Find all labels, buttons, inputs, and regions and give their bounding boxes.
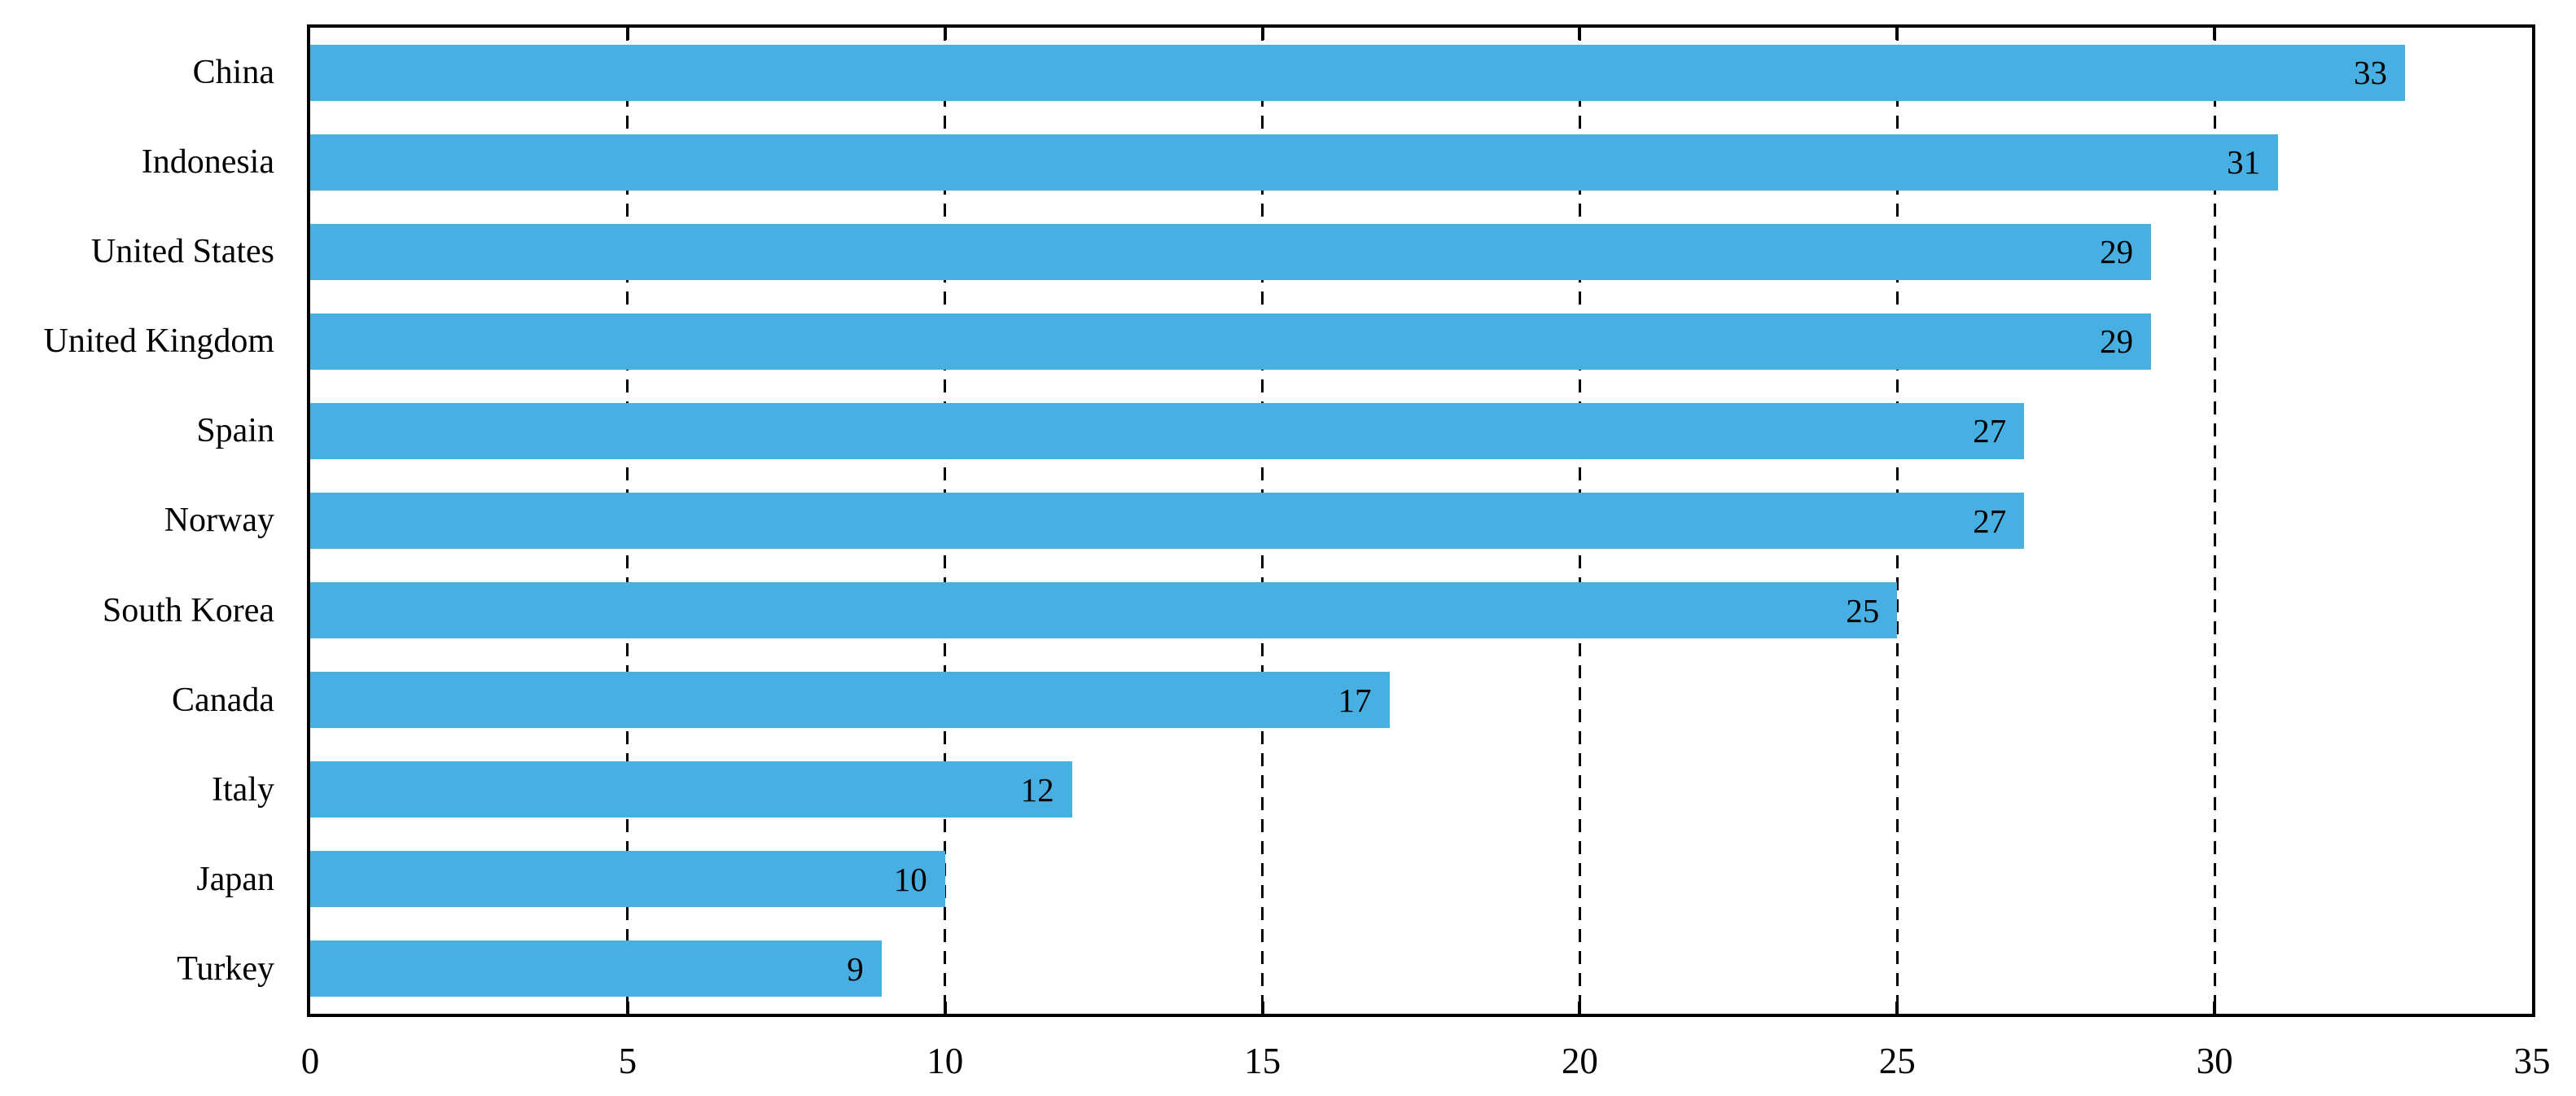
category-label-italy: Italy — [212, 770, 274, 809]
x-tick-mark-top-25 — [1895, 28, 1899, 40]
x-tick-mark-top-5 — [625, 28, 629, 40]
x-tick-label-35: 35 — [2513, 1041, 2551, 1081]
bar-south-korea: 25 — [310, 582, 1898, 639]
gridline-x30 — [2213, 28, 2216, 1014]
x-tick-label-20: 20 — [1561, 1041, 1598, 1081]
x-tick-mark-top-15 — [1260, 28, 1264, 40]
x-tick-mark-bottom-10 — [943, 1002, 947, 1014]
value-label: 27 — [1973, 502, 2007, 540]
x-tick-mark-bottom-30 — [2213, 1002, 2217, 1014]
category-label-canada: Canada — [172, 681, 274, 719]
category-label-norway: Norway — [164, 502, 274, 540]
bar-canada: 17 — [310, 672, 1390, 729]
bar-italy: 12 — [310, 761, 1072, 818]
x-tick-mark-bottom-5 — [625, 1002, 629, 1014]
bar-united-states: 29 — [310, 223, 2152, 280]
value-label: 9 — [847, 949, 864, 988]
bar-china: 33 — [310, 44, 2406, 101]
value-label: 33 — [2354, 54, 2388, 92]
value-label: 27 — [1973, 412, 2007, 450]
value-label: 17 — [1338, 681, 1372, 719]
value-label: 29 — [2100, 322, 2134, 361]
x-tick-mark-top-30 — [2213, 28, 2217, 40]
category-label-turkey: Turkey — [177, 949, 274, 988]
x-tick-mark-bottom-15 — [1260, 1002, 1264, 1014]
category-label-spain: Spain — [196, 412, 274, 450]
x-tick-mark-top-10 — [943, 28, 947, 40]
category-label-china: China — [192, 54, 274, 92]
x-tick-mark-bottom-20 — [1578, 1002, 1582, 1014]
x-tick-label-10: 10 — [927, 1041, 964, 1081]
category-label-indonesia: Indonesia — [141, 143, 274, 182]
bar-united-kingdom: 29 — [310, 313, 2152, 370]
value-label: 10 — [893, 860, 927, 898]
value-label: 29 — [2100, 233, 2134, 271]
plot-area: 33 31 29 29 27 27 25 17 12 10 9 — [307, 24, 2535, 1017]
value-label: 31 — [2227, 143, 2261, 182]
x-tick-label-0: 0 — [300, 1041, 320, 1081]
x-tick-mark-top-20 — [1578, 28, 1582, 40]
category-label-united-kingdom: United Kingdom — [43, 322, 274, 361]
bar-indonesia: 31 — [310, 134, 2279, 191]
value-label: 25 — [1846, 591, 1880, 629]
value-label: 12 — [1020, 770, 1054, 809]
x-tick-label-5: 5 — [618, 1041, 637, 1081]
x-tick-mark-bottom-25 — [1895, 1002, 1899, 1014]
category-label-japan: Japan — [196, 860, 274, 898]
bar-turkey: 9 — [310, 940, 882, 997]
bar-norway: 27 — [310, 493, 2025, 549]
x-tick-label-15: 15 — [1244, 1041, 1281, 1081]
bar-spain: 27 — [310, 402, 2025, 459]
bar-japan: 10 — [310, 851, 945, 908]
category-label-south-korea: South Korea — [102, 591, 274, 629]
category-label-united-states: United States — [90, 233, 274, 271]
x-tick-label-30: 30 — [2196, 1041, 2233, 1081]
x-tick-label-25: 25 — [1878, 1041, 1916, 1081]
